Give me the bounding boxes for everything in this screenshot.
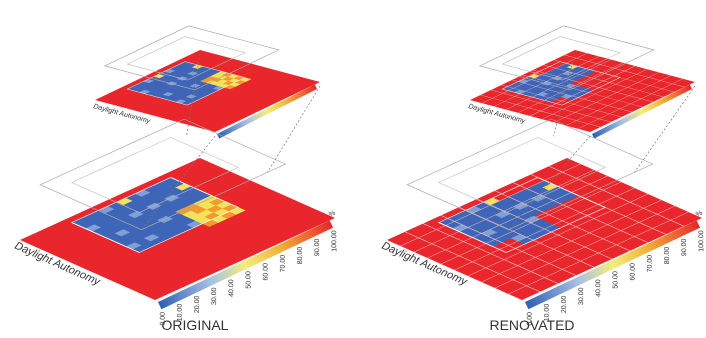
legend-tick-label: 100.00 <box>331 230 338 252</box>
page: Daylight Autonomy0.0010.0020.0030.0040.0… <box>0 0 706 338</box>
legend-tick-label: 80.00 <box>664 247 671 265</box>
legend-tick-label: 50.00 <box>612 271 619 289</box>
legend-tick-label: 60.00 <box>630 263 637 281</box>
legend-tick-label: 90.00 <box>314 238 321 256</box>
plan <box>95 50 320 132</box>
legend-tick-label: 30.00 <box>211 287 218 305</box>
legend-unit: % <box>328 210 337 219</box>
legend-tick-label: 70.00 <box>647 255 654 273</box>
legend-tick-label: 40.00 <box>228 279 235 297</box>
panel-title: RENOVATED <box>489 317 574 333</box>
legend-tick-label: 100.00 <box>698 230 705 252</box>
legend-unit: % <box>695 210 704 219</box>
legend-tick-label: 90.00 <box>681 238 688 256</box>
legend-tick-label: 70.00 <box>280 255 287 273</box>
legend-tick-label: 20.00 <box>194 296 201 314</box>
legend-tick-label: 20.00 <box>561 296 568 314</box>
legend-tick-label: 40.00 <box>595 279 602 297</box>
plan <box>387 158 702 300</box>
panel-title: ORIGINAL <box>162 317 229 333</box>
legend-tick-label: 80.00 <box>297 247 304 265</box>
plan <box>470 50 695 132</box>
legend-tick-label: 60.00 <box>263 263 270 281</box>
legend-tick-label: 30.00 <box>578 287 585 305</box>
legend-tick-label: 50.00 <box>245 271 252 289</box>
plan <box>20 158 335 300</box>
diagram: Daylight Autonomy0.0010.0020.0030.0040.0… <box>0 0 706 338</box>
